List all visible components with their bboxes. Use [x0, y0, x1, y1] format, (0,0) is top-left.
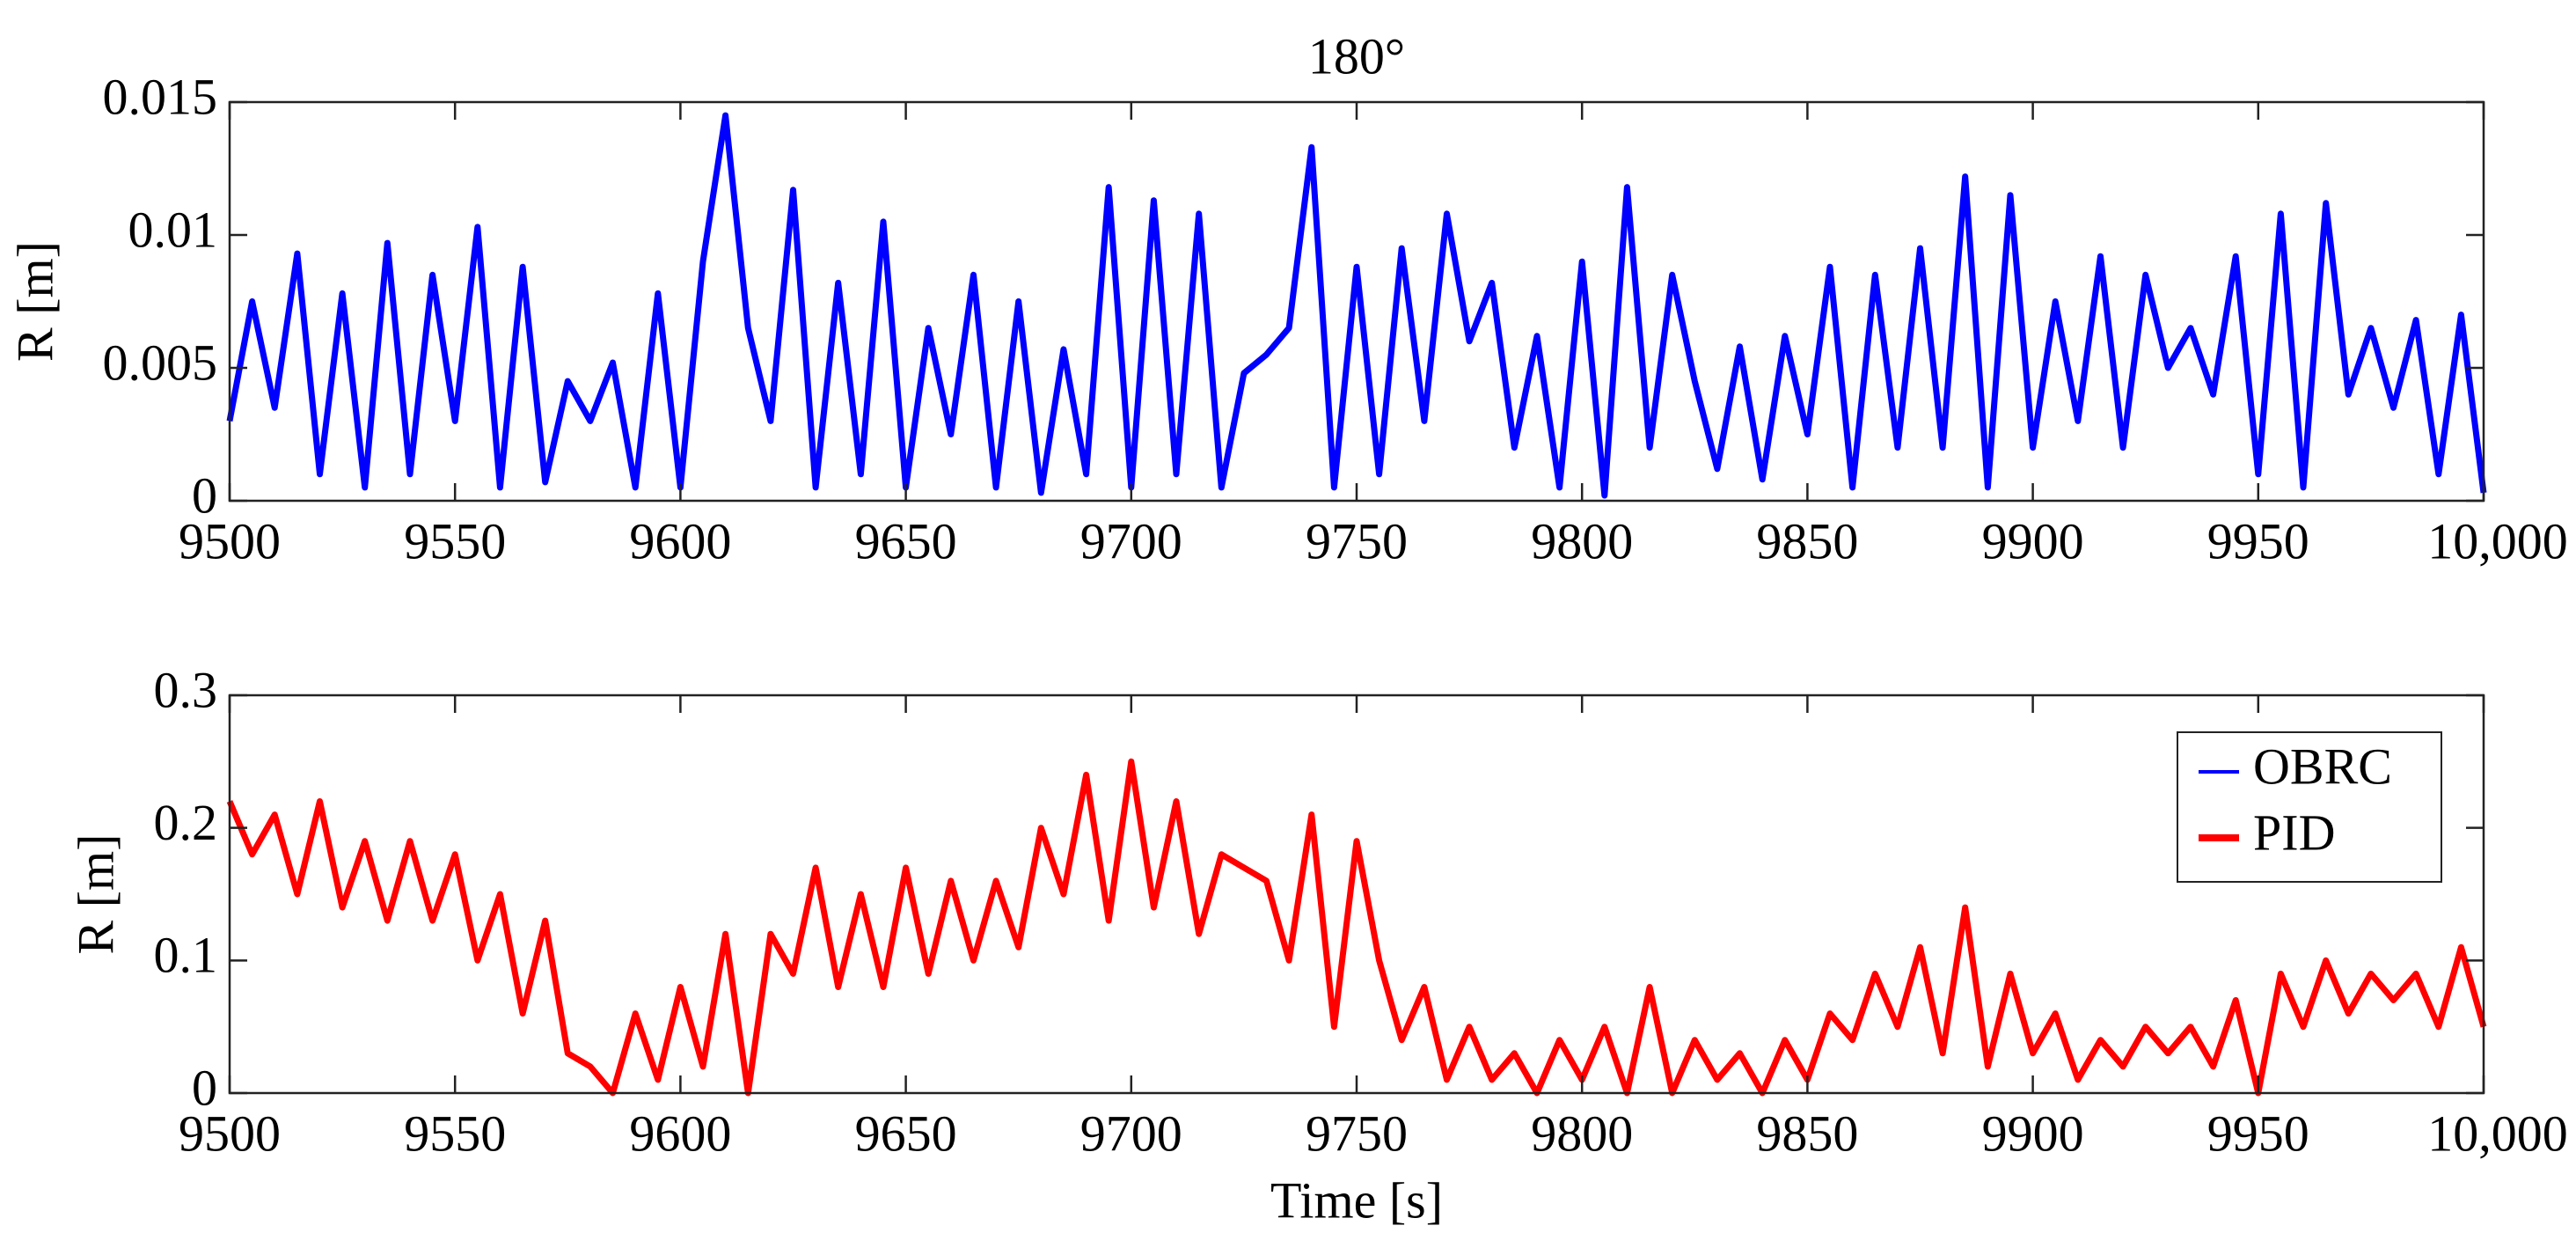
x-tick-label: 9900: [1982, 512, 2084, 569]
x-tick-label: 9600: [629, 512, 731, 569]
x-tick-label: 9500: [179, 512, 281, 569]
y-tick-label: 0.01: [128, 201, 218, 258]
legend-label: OBRC: [2253, 738, 2392, 795]
x-tick-label: 9900: [1982, 1105, 2084, 1162]
x-tick-label: 9650: [855, 512, 957, 569]
x-tick-label: 9550: [404, 1105, 506, 1162]
x-tick-label: 9750: [1306, 1105, 1408, 1162]
x-tick-label: 10,000: [2427, 512, 2568, 569]
x-tick-label: 9550: [404, 512, 506, 569]
y-axis-label: R [m]: [6, 241, 63, 362]
x-tick-label: 10,000: [2427, 1105, 2568, 1162]
x-tick-label: 9950: [2207, 512, 2309, 569]
x-tick-label: 9950: [2207, 1105, 2309, 1162]
y-axis-label: R [m]: [67, 834, 124, 955]
x-tick-label: 9500: [179, 1105, 281, 1162]
y-tick-label: 0.1: [154, 927, 218, 984]
x-axis-label: Time [s]: [1270, 1171, 1443, 1229]
y-tick-label: 0.015: [103, 68, 218, 125]
x-tick-label: 9850: [1756, 512, 1858, 569]
x-tick-label: 9600: [629, 1105, 731, 1162]
chart-title: 180°: [1308, 27, 1405, 84]
x-tick-label: 9700: [1080, 1105, 1182, 1162]
x-tick-label: 9750: [1306, 512, 1408, 569]
y-tick-label: 0.2: [154, 794, 218, 851]
data-line: [226, 758, 2487, 1097]
y-tick-label: 0.005: [103, 334, 218, 391]
data-line: [226, 112, 2487, 499]
plot-frame: [228, 100, 2485, 503]
legend-label: PID: [2253, 804, 2335, 861]
x-tick-label: 9800: [1531, 1105, 1633, 1162]
x-tick-label: 9700: [1080, 512, 1182, 569]
y-tick-label: 0.3: [154, 661, 218, 718]
plot-frame: [228, 694, 2485, 1095]
x-tick-label: 9650: [855, 1105, 957, 1162]
legend-box: [2177, 731, 2442, 883]
x-tick-label: 9850: [1756, 1105, 1858, 1162]
y-tick-label: 0: [192, 1059, 217, 1116]
x-tick-label: 9800: [1531, 512, 1633, 569]
y-tick-label: 0: [192, 466, 217, 524]
